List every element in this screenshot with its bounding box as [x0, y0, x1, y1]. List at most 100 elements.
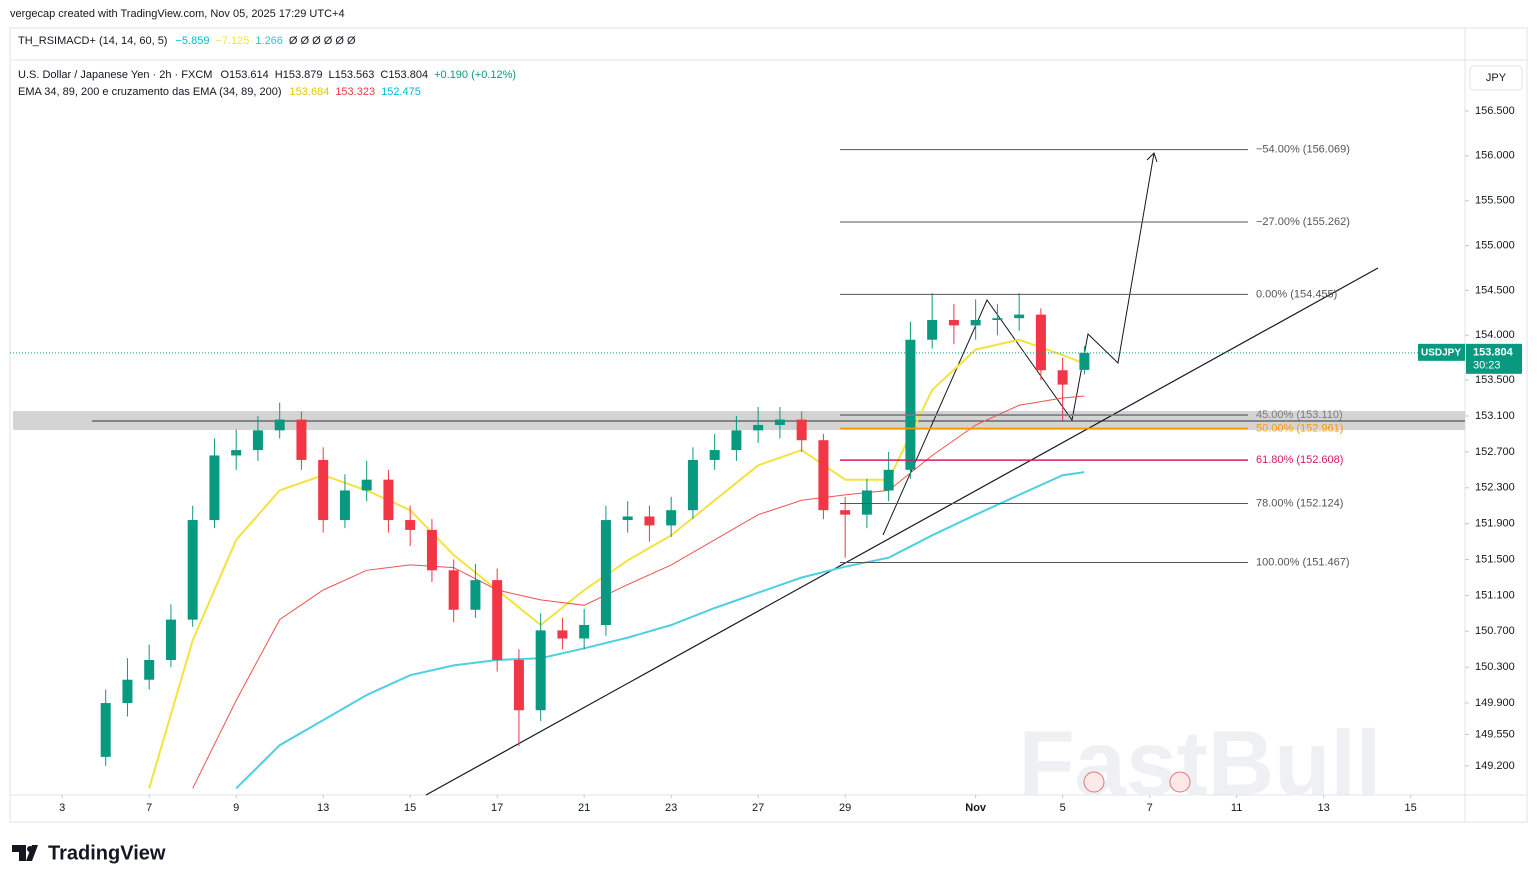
- y-tick-label: 154.500: [1475, 284, 1515, 296]
- ema-value: 153.684: [290, 86, 330, 98]
- candle-body: [796, 419, 807, 441]
- candle-body: [296, 419, 307, 460]
- y-tick-label: 151.500: [1475, 553, 1515, 565]
- candle-body: [361, 479, 372, 491]
- y-tick-label: 152.300: [1475, 482, 1515, 494]
- y-tick-label: 153.100: [1475, 410, 1515, 422]
- x-tick-label: Nov: [965, 802, 987, 814]
- x-tick-label: 17: [491, 802, 503, 814]
- candle-body: [905, 339, 916, 470]
- candle-body: [383, 479, 394, 521]
- y-tick-label: 151.900: [1475, 518, 1515, 530]
- candle-body: [992, 318, 1003, 320]
- candle-body: [1014, 314, 1025, 319]
- x-tick-label: 5: [1060, 802, 1066, 814]
- event-flag[interactable]: [1169, 771, 1191, 793]
- candle-body: [187, 520, 198, 620]
- projection-arrowhead: [1146, 152, 1158, 163]
- candle-body: [209, 455, 220, 521]
- y-tick-label: 153.500: [1475, 374, 1515, 386]
- candle-body: [426, 529, 437, 571]
- ohlc-value: +0.190 (+0.12%): [434, 69, 516, 81]
- ema-value: 152.475: [381, 86, 421, 98]
- projection-path: [882, 152, 1155, 536]
- indicator-name: TH_RSIMACD+ (14, 14, 60, 5): [18, 35, 167, 47]
- x-tick-label: 15: [1405, 802, 1417, 814]
- candle-body: [600, 520, 611, 626]
- candle-body: [1079, 352, 1090, 370]
- x-tick-label: 11: [1231, 802, 1242, 814]
- x-tick-label: 13: [317, 802, 329, 814]
- candle-body: [840, 510, 851, 515]
- ohlc-value: L153.563: [328, 69, 374, 81]
- candle-body: [122, 679, 133, 704]
- ema-line: [235, 471, 1085, 790]
- candle-body: [274, 419, 285, 431]
- candle-body: [709, 450, 720, 460]
- candle-body: [231, 450, 242, 456]
- candle-body: [861, 490, 872, 515]
- candle-body: [970, 319, 981, 326]
- candle-body: [818, 440, 829, 511]
- candle-body: [535, 630, 546, 711]
- symbol-tag: [1418, 343, 1465, 361]
- indicator-value: −7.125: [215, 35, 249, 47]
- plot-area: [100, 293, 1090, 790]
- y-tick-label: 150.700: [1475, 625, 1515, 637]
- indicator-flags: Ø Ø Ø Ø Ø Ø: [289, 35, 356, 47]
- candle-body: [644, 516, 655, 526]
- price-tag: [1466, 343, 1522, 374]
- fib-label: 100.00% (151.467): [1256, 556, 1350, 568]
- ema-value: 153.323: [335, 86, 375, 98]
- x-tick-label: 23: [665, 802, 677, 814]
- x-tick-label: 7: [146, 802, 152, 814]
- y-tick-label: 151.100: [1475, 589, 1515, 601]
- candle-body: [557, 630, 568, 639]
- ohlc-value: O153.614: [220, 69, 268, 81]
- indicator-value: 1.266: [255, 35, 283, 47]
- ohlc-value: H153.879: [275, 69, 323, 81]
- x-tick-label: 15: [404, 802, 416, 814]
- fib-label: −27.00% (155.262): [1256, 216, 1350, 228]
- fib-label: 0.00% (154.455): [1256, 288, 1337, 300]
- candle-body: [948, 319, 959, 326]
- ema-line: [148, 338, 1085, 789]
- watermark: FastBull: [1019, 712, 1382, 814]
- y-tick-label: 155.500: [1475, 195, 1515, 207]
- candle-body: [448, 570, 459, 610]
- candle-body: [492, 580, 503, 660]
- fib-label: 78.00% (152.124): [1256, 497, 1343, 509]
- symbol-tag-label: USDJPY: [1421, 347, 1461, 358]
- candle-body: [687, 459, 698, 511]
- y-tick-label: 155.000: [1475, 239, 1515, 251]
- credit: vergecap created with TradingView.com, N…: [10, 8, 345, 20]
- countdown: 30:23: [1473, 360, 1501, 372]
- ema-line: [192, 395, 1085, 789]
- candle-body: [731, 430, 742, 451]
- candle-body: [622, 516, 633, 521]
- candle-body: [339, 490, 350, 521]
- event-flag[interactable]: [1083, 771, 1105, 793]
- ohlc-value: C153.804: [380, 69, 428, 81]
- x-tick-label: 3: [59, 802, 65, 814]
- fib-label: 50.00% (152.961): [1256, 422, 1343, 434]
- candle-body: [100, 703, 111, 757]
- candle-body: [470, 580, 481, 610]
- brand: TradingView: [48, 842, 166, 864]
- x-tick-label: 21: [578, 802, 590, 814]
- currency-button[interactable]: [1469, 65, 1523, 91]
- candle-body: [1057, 370, 1068, 385]
- y-tick-label: 154.000: [1475, 329, 1515, 341]
- x-tick-label: 27: [752, 802, 764, 814]
- currency[interactable]: JPY: [1486, 72, 1507, 84]
- y-tick-label: 149.200: [1475, 760, 1515, 772]
- candle-body: [318, 459, 329, 521]
- fib-label: −54.00% (156.069): [1256, 144, 1350, 156]
- candle-body: [753, 424, 764, 431]
- indicator-value: −5.859: [175, 35, 209, 47]
- x-tick-label: 9: [233, 802, 239, 814]
- y-tick-label: 149.550: [1475, 728, 1515, 740]
- x-tick-label: 7: [1147, 802, 1153, 814]
- y-tick-label: 156.500: [1475, 105, 1515, 117]
